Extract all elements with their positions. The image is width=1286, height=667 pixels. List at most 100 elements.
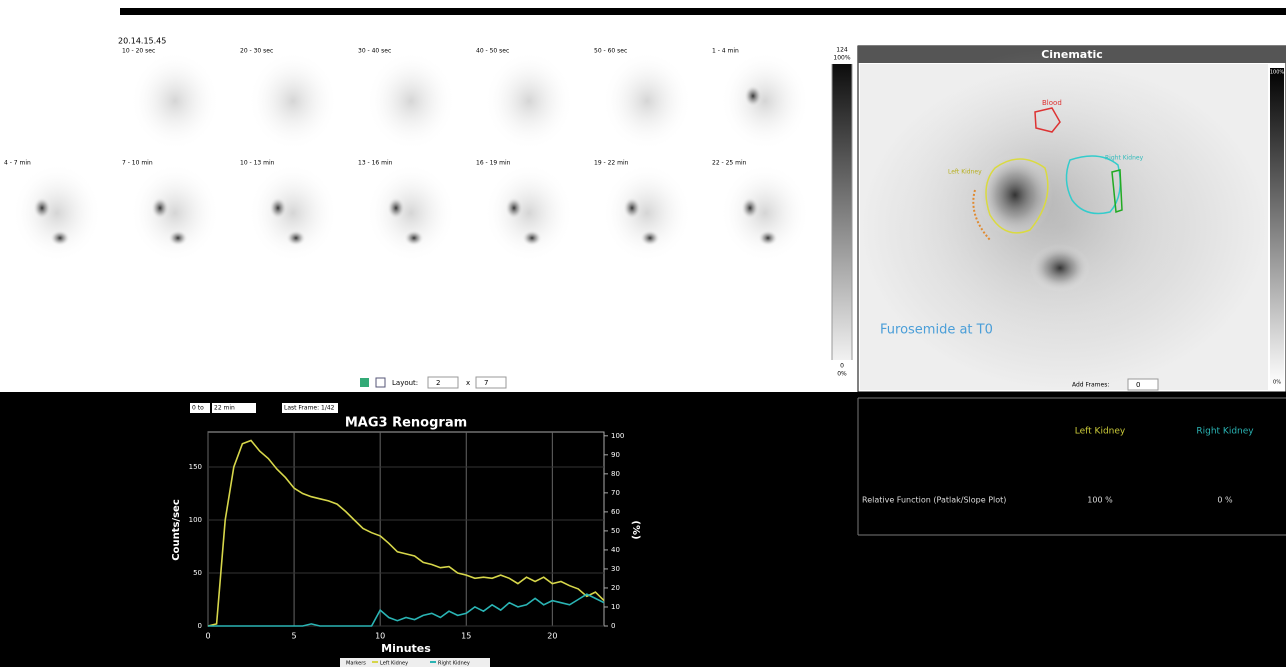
kidney-blob	[33, 197, 51, 219]
kidney-blob	[744, 85, 762, 107]
frame-haze	[248, 163, 338, 263]
column-header: Right Kidney	[1196, 427, 1254, 437]
frame-haze	[484, 163, 574, 263]
roi-label: Blood	[1042, 99, 1062, 107]
annotation: Furosemide at T0	[880, 323, 993, 338]
frame-label: 1 - 4 min	[712, 48, 739, 55]
color-bar	[832, 48, 852, 378]
y2-tick-label: 30	[611, 565, 620, 573]
frame-label: 13 - 16 min	[358, 160, 393, 167]
icon[interactable]	[360, 378, 369, 387]
frame-haze	[602, 51, 692, 151]
roi-label: Right Kidney	[1105, 155, 1144, 162]
bladder-blob	[286, 230, 306, 246]
frame-haze	[12, 163, 102, 263]
frame-label: 10 - 20 sec	[122, 48, 155, 55]
x-tick-label: 20	[547, 632, 557, 641]
y2-axis-label: (%)	[630, 520, 641, 539]
frame-haze	[366, 163, 456, 263]
y-axis-label: Counts/sec	[171, 499, 182, 561]
frame-haze	[248, 51, 338, 151]
column-header: Left Kidney	[1075, 427, 1126, 437]
layout-label: Layout:	[392, 379, 418, 387]
rows-value: 2	[436, 379, 440, 387]
top-bar	[120, 8, 1286, 15]
scale-min: 0	[840, 363, 844, 370]
frame-label: 16 - 19 min	[476, 160, 511, 167]
frame-haze	[366, 51, 456, 151]
y-tick-label: 100	[189, 516, 202, 524]
last-frame: Last Frame: 1/42	[284, 405, 335, 412]
y2-tick-label: 40	[611, 546, 620, 554]
frame-label: 50 - 60 sec	[594, 48, 627, 55]
kidney-blob	[741, 197, 759, 219]
to-label: 22 min	[214, 405, 235, 412]
bladder-blob	[404, 230, 424, 246]
chart-title: MAG3 Renogram	[345, 416, 467, 431]
row-label: Relative Function (Patlak/Slope Plot)	[862, 496, 1006, 505]
frame-haze	[130, 163, 220, 263]
screen: 20.14.15.45 10 - 20 sec20 - 30 sec30 - 4…	[0, 0, 1286, 667]
y-tick-label: 150	[189, 463, 202, 471]
frame-label: 7 - 10 min	[122, 160, 153, 167]
add-frames-input[interactable]	[1128, 379, 1158, 390]
y-tick-label: 0	[198, 622, 202, 630]
y2-tick-label: 90	[611, 451, 620, 459]
y2-tick-label: 0	[611, 622, 615, 630]
scale-max: 100%	[1270, 70, 1285, 76]
bladder-blob	[168, 230, 188, 246]
legend-entry: Markers	[346, 661, 366, 667]
frame-label: 10 - 13 min	[240, 160, 275, 167]
cols-input[interactable]	[476, 377, 506, 388]
kidney-blob	[387, 197, 405, 219]
y2-tick-label: 50	[611, 527, 620, 535]
y2-tick-label: 10	[611, 603, 620, 611]
frame-haze	[720, 163, 810, 263]
bladder-blob	[522, 230, 542, 246]
legend-entry: Left Kidney	[380, 661, 408, 667]
frame-label: 40 - 50 sec	[476, 48, 509, 55]
frame-haze	[130, 51, 220, 151]
frame-haze	[720, 51, 810, 151]
y2-tick-label: 70	[611, 489, 620, 497]
frame-label: 22 - 25 min	[712, 160, 747, 167]
y2-tick-label: 20	[611, 584, 620, 592]
bladder-blob	[758, 230, 778, 246]
add-frames-label: Add Frames:	[1072, 382, 1109, 389]
from-label: 0 to	[192, 405, 204, 412]
x-tick-label: 15	[461, 632, 471, 641]
bladder-blob	[640, 230, 660, 246]
roi-label: Left Kidney	[948, 169, 982, 176]
frame-haze	[602, 163, 692, 263]
frame-label: 30 - 40 sec	[358, 48, 391, 55]
add-frames-value: 0	[1136, 381, 1140, 389]
cell: 100 %	[1087, 496, 1113, 505]
scale-min: 0%	[1273, 380, 1281, 386]
y2-tick-label: 80	[611, 470, 620, 478]
cine-color-bar	[1270, 68, 1284, 386]
scale-max-pct: 100%	[833, 55, 850, 62]
y-tick-label: 50	[193, 569, 202, 577]
cinematic-panel: Cinematic Blood Left Kidney Right Kidney…	[858, 46, 1286, 392]
bladder-uptake	[1030, 244, 1090, 292]
frame-haze	[484, 51, 574, 151]
x-axis-label: Minutes	[381, 642, 431, 655]
icon[interactable]	[376, 378, 385, 387]
x-tick-label: 0	[205, 632, 210, 641]
kidney-blob	[269, 197, 287, 219]
kidney-blob	[505, 197, 523, 219]
cell: 0 %	[1217, 496, 1233, 505]
x-tick-label: 5	[292, 632, 297, 641]
bladder-blob	[50, 230, 70, 246]
frame-label: 19 - 22 min	[594, 160, 629, 167]
frame-label: 4 - 7 min	[4, 160, 31, 167]
cols-value: 7	[484, 379, 488, 387]
y2-tick-label: 100	[611, 432, 624, 440]
layout-control[interactable]: Layout: 2 x 7	[360, 377, 506, 388]
rows-input[interactable]	[428, 377, 458, 388]
scale-min-pct: 0%	[837, 371, 847, 378]
kidney-blob	[623, 197, 641, 219]
kidney-blob	[151, 197, 169, 219]
timestamp: 20.14.15.45	[118, 37, 166, 46]
